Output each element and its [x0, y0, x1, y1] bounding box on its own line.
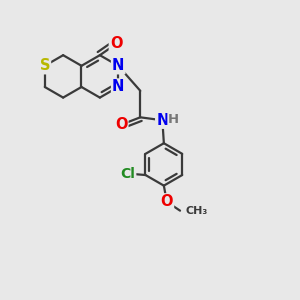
Text: O: O	[110, 37, 122, 52]
Text: O: O	[115, 117, 128, 132]
Text: Cl: Cl	[120, 167, 135, 181]
Text: S: S	[40, 58, 50, 73]
Text: O: O	[160, 194, 173, 209]
Text: CH₃: CH₃	[185, 206, 208, 216]
Text: N: N	[156, 113, 169, 128]
Text: N: N	[112, 58, 124, 73]
Text: H: H	[168, 112, 179, 126]
Text: N: N	[112, 80, 124, 94]
